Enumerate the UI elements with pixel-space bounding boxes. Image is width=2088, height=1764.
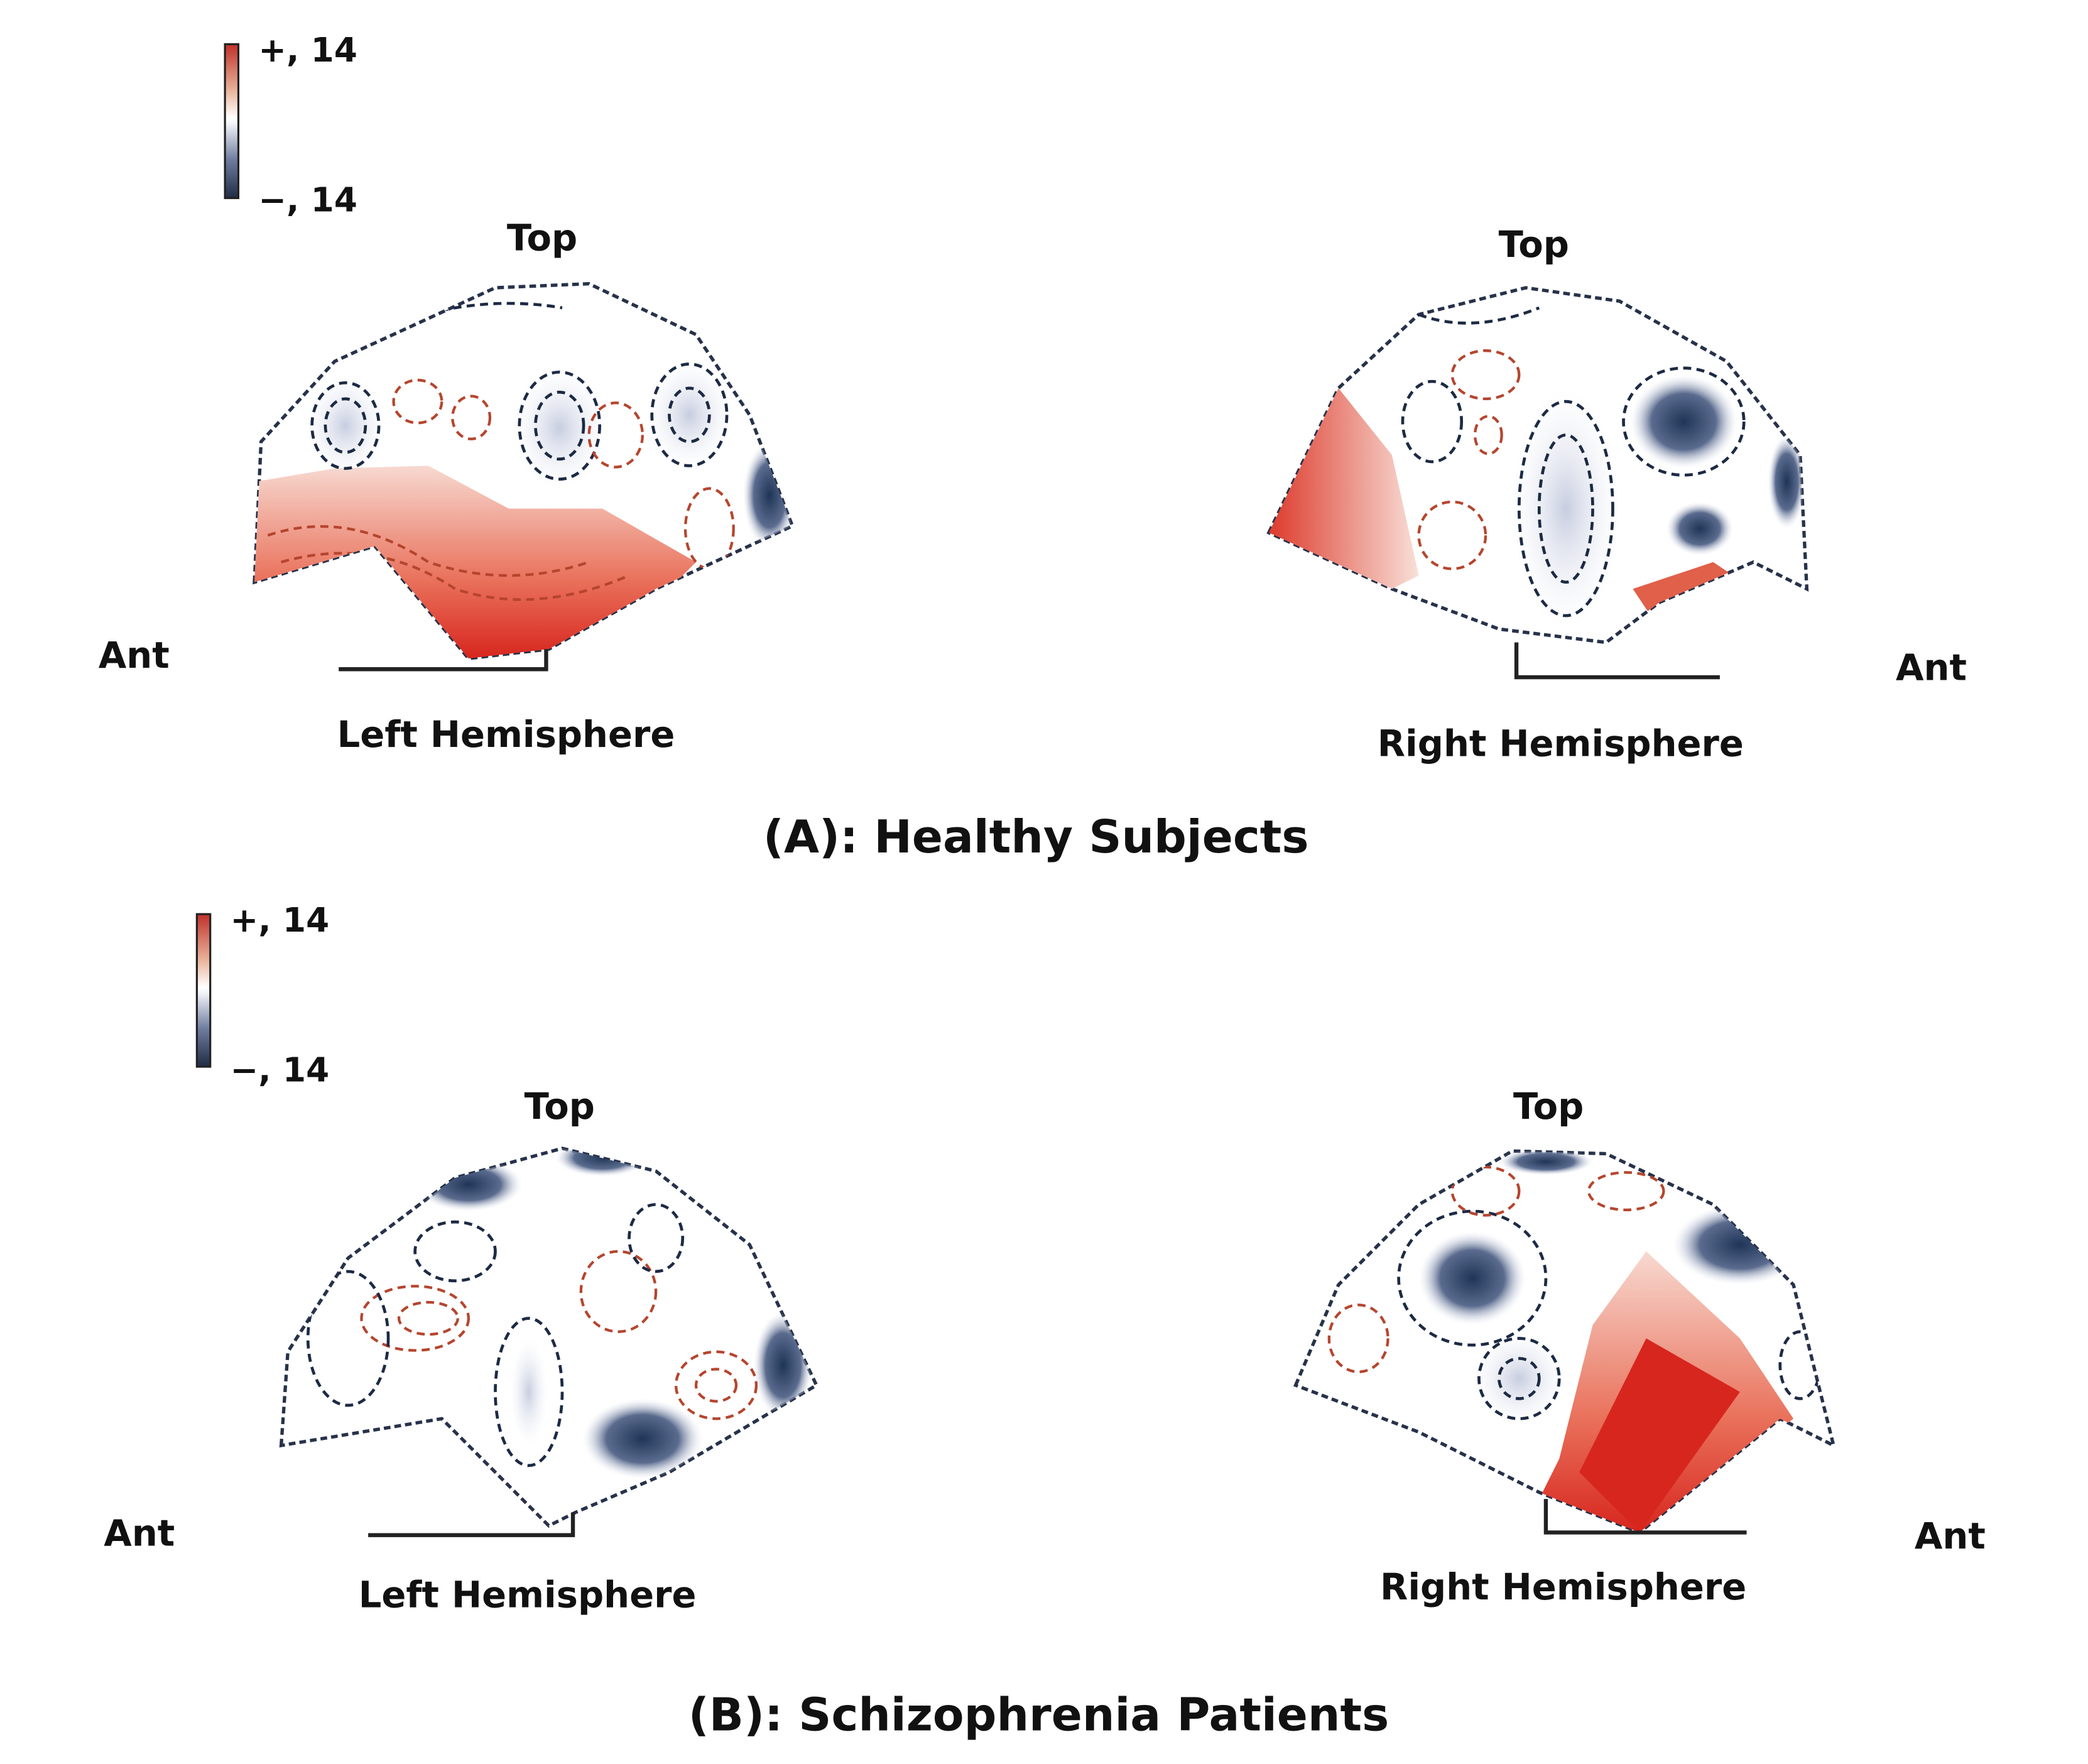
- brain-map-left-hemisphere-a: [253, 281, 795, 672]
- ant-label-left: Ant: [99, 634, 170, 677]
- scale-bar: [368, 1512, 575, 1537]
- hemisphere-label-right: Right Hemisphere: [1380, 1566, 1746, 1608]
- top-label-right: Top: [1513, 1086, 1584, 1128]
- colorbar-b: +, 14 −, 14: [195, 901, 330, 1089]
- hemisphere-label-right: Right Hemisphere: [1378, 723, 1744, 765]
- scale-bar: [1543, 1499, 1747, 1535]
- scale-bar: [1514, 642, 1720, 680]
- top-label-left: Top: [525, 1086, 595, 1128]
- hemisphere-label-left: Left Hemisphere: [359, 1574, 697, 1616]
- hemisphere-label-left: Left Hemisphere: [337, 714, 675, 756]
- ant-label-left: Ant: [104, 1513, 175, 1555]
- brain-map-right-hemisphere-a: [1266, 286, 1809, 680]
- colorbar-min-label: −, 14: [258, 181, 357, 220]
- colorbar-min-label: −, 14: [231, 1050, 330, 1089]
- brain-map-right-hemisphere-b: [1293, 1149, 1836, 1535]
- colorbar-a: +, 14 −, 14: [224, 31, 357, 220]
- panel-title-a: (A): Healthy Subjects: [763, 811, 1309, 864]
- panel-a: +, 14 −, 14: [99, 31, 1967, 864]
- colorbar-max-label: +, 14: [258, 31, 357, 70]
- colorbar-scale: [224, 43, 240, 199]
- top-label-left: Top: [507, 217, 577, 259]
- panel-b: +, 14 −, 14: [104, 901, 1986, 1742]
- scale-bar: [339, 649, 548, 672]
- colorbar-max-label: +, 14: [231, 901, 330, 940]
- colorbar-scale: [195, 913, 212, 1068]
- brain-map-left-hemisphere-b: [279, 1146, 819, 1537]
- panel-title-b: (B): Schizophrenia Patients: [688, 1689, 1389, 1742]
- ant-label-right: Ant: [1896, 646, 1967, 689]
- ant-label-right: Ant: [1915, 1515, 1986, 1557]
- top-label-right: Top: [1499, 224, 1569, 266]
